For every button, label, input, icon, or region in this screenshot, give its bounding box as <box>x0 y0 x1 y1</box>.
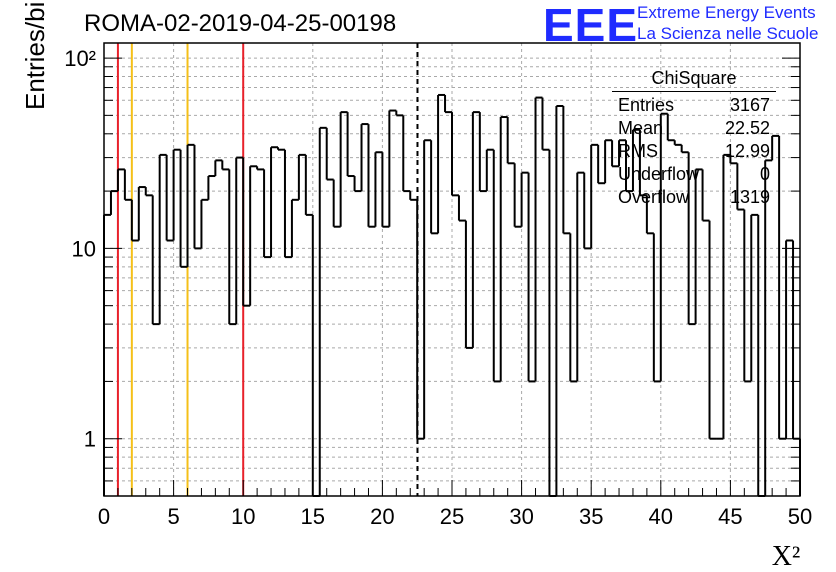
stats-box: ChiSquare Entries 3167 Mean 22.52 RMS 12… <box>612 68 776 209</box>
stats-label: Underflow <box>618 164 700 184</box>
stats-value: 1319 <box>729 187 770 207</box>
x-tick-label: 50 <box>788 504 812 529</box>
stats-label: Overflow <box>618 187 690 207</box>
x-tick-label: 35 <box>579 504 603 529</box>
x-axis-label: X² <box>772 541 801 572</box>
stats-value: 12.99 <box>724 141 770 161</box>
stats-row-rms: RMS 12.99 <box>612 140 776 163</box>
stats-row-underflow: Underflow 0 <box>612 163 776 186</box>
x-tick-label: 5 <box>167 504 179 529</box>
logo-line-1: Extreme Energy Events <box>637 3 816 22</box>
eee-logo: EEE <box>543 0 639 51</box>
stats-value: 3167 <box>729 95 770 115</box>
x-tick-label: 30 <box>509 504 533 529</box>
stats-label: Entries <box>618 95 675 115</box>
x-tick-label: 10 <box>231 504 255 529</box>
y-tick-label: 10 <box>72 236 96 261</box>
stats-title: ChiSquare <box>612 68 776 92</box>
x-tick-label: 15 <box>301 504 325 529</box>
y-tick-label: 10² <box>64 46 96 71</box>
y-tick-label: 1 <box>84 427 96 452</box>
stats-row-mean: Mean 22.52 <box>612 117 776 140</box>
stats-row-overflow: Overflow 1319 <box>612 186 776 209</box>
stats-row-entries: Entries 3167 <box>612 94 776 117</box>
x-tick-label: 0 <box>98 504 110 529</box>
stats-value: 22.52 <box>724 118 770 138</box>
x-tick-label: 40 <box>649 504 673 529</box>
chart-title: ROMA-02-2019-04-25-00198 <box>84 10 397 37</box>
x-tick-label: 25 <box>440 504 464 529</box>
x-tick-label: 20 <box>370 504 394 529</box>
stats-label: Mean <box>618 118 664 138</box>
stats-value: 0 <box>759 164 770 184</box>
stats-label: RMS <box>618 141 658 161</box>
x-tick-label: 45 <box>718 504 742 529</box>
logo-line-2: La Scienza nelle Scuole <box>637 24 819 43</box>
